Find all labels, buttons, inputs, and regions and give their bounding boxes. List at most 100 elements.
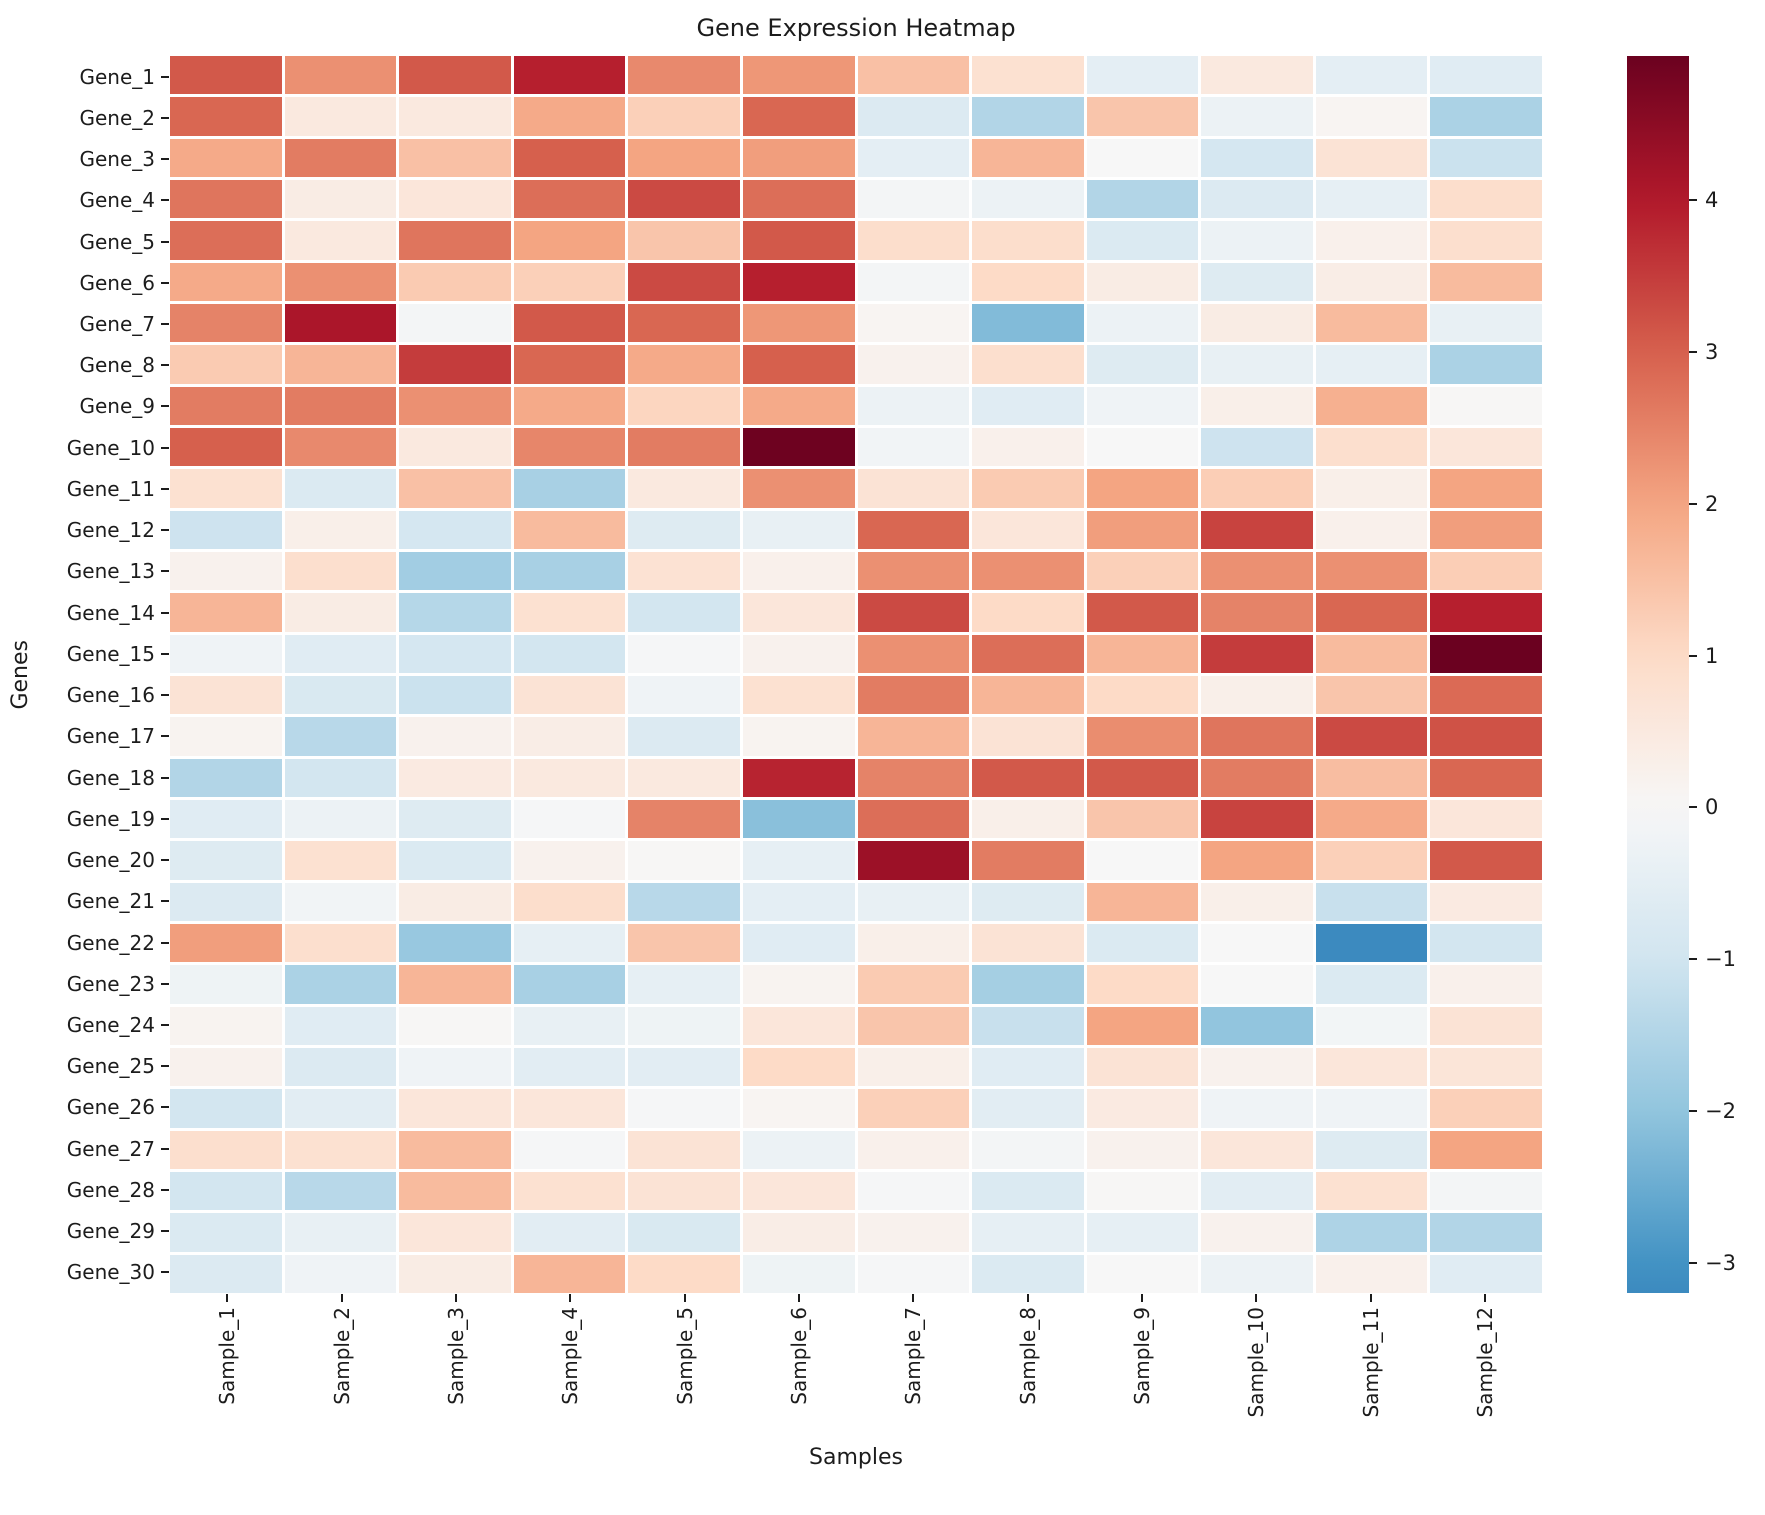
heatmap-cell — [513, 675, 626, 715]
heatmap-cell — [972, 427, 1084, 467]
y-tick-label: Gene_8 — [79, 353, 155, 378]
x-tick-mark — [1483, 1294, 1486, 1302]
heatmap-cell — [1086, 427, 1199, 467]
heatmap-cell — [399, 799, 511, 839]
heatmap-cell — [284, 345, 397, 384]
y-tick-mark — [161, 570, 169, 573]
y-tick-mark — [161, 652, 169, 655]
y-tick-label: Gene_6 — [79, 270, 155, 295]
heatmap-cell — [284, 1089, 397, 1128]
heatmap-cell — [742, 923, 855, 963]
y-tick-mark — [161, 735, 169, 738]
heatmap-cell — [1086, 675, 1199, 715]
colorbar-tick-label: 3 — [1705, 339, 1719, 364]
heatmap-cell — [742, 1089, 855, 1128]
heatmap-cell — [284, 386, 397, 425]
y-tick-label: Gene_26 — [66, 1095, 155, 1120]
heatmap-cell — [628, 221, 740, 260]
y-tick-label: Gene_7 — [79, 312, 155, 337]
heatmap-cell — [972, 551, 1084, 591]
heatmap-cell — [628, 1171, 740, 1211]
heatmap-cell — [972, 1006, 1084, 1045]
colorbar-tick-mark — [1689, 199, 1697, 202]
y-tick-mark — [161, 941, 169, 944]
y-tick-mark — [161, 817, 169, 820]
y-tick-mark — [161, 1230, 169, 1233]
heatmap-cell — [513, 138, 626, 177]
heatmap-cell — [1201, 675, 1313, 715]
x-tick-mark — [1026, 1294, 1029, 1302]
heatmap-cell — [399, 593, 511, 632]
heatmap-cell — [1201, 758, 1313, 797]
heatmap-cell — [399, 56, 511, 95]
y-tick-mark — [161, 75, 169, 78]
heatmap-cell — [1430, 303, 1542, 343]
heatmap-cell — [170, 758, 282, 797]
heatmap-cell — [1086, 1130, 1199, 1169]
heatmap-cell — [1430, 923, 1542, 963]
y-tick-label: Gene_27 — [66, 1136, 155, 1161]
heatmap-cell — [1201, 965, 1313, 1004]
heatmap-cell — [1430, 345, 1542, 384]
heatmap-cell — [857, 1006, 970, 1045]
y-tick-label: Gene_11 — [66, 476, 155, 501]
heatmap-cell — [399, 923, 511, 963]
x-tick-label: Sample_4 — [558, 1307, 583, 1405]
heatmap-cell — [742, 469, 855, 508]
heatmap-cell — [170, 1047, 282, 1087]
colorbar-tick-mark — [1689, 502, 1697, 505]
heatmap-cell — [1086, 303, 1199, 343]
heatmap-cell — [1430, 758, 1542, 797]
y-tick-label: Gene_21 — [66, 889, 155, 914]
heatmap-cell — [1430, 1006, 1542, 1045]
heatmap-cell — [1315, 841, 1428, 880]
heatmap-cell — [284, 965, 397, 1004]
heatmap-cell — [628, 510, 740, 549]
heatmap-cell — [972, 799, 1084, 839]
heatmap-cell — [399, 97, 511, 136]
heatmap-cell — [1430, 221, 1542, 260]
heatmap-cell — [1201, 799, 1313, 839]
colorbar-tick-label: 4 — [1705, 188, 1719, 213]
heatmap-cell — [742, 386, 855, 425]
heatmap-cell — [1315, 675, 1428, 715]
heatmap-cell — [170, 717, 282, 756]
heatmap-cell — [1430, 510, 1542, 549]
heatmap-cell — [742, 345, 855, 384]
heatmap-cell — [1430, 179, 1542, 219]
x-tick-label: Sample_1 — [215, 1307, 240, 1405]
y-tick-label: Gene_29 — [66, 1219, 155, 1244]
heatmap-cell — [399, 717, 511, 756]
heatmap-cell — [857, 1130, 970, 1169]
heatmap-cell — [1315, 717, 1428, 756]
heatmap-cell — [513, 634, 626, 673]
heatmap-cell — [628, 138, 740, 177]
heatmap-cell — [628, 303, 740, 343]
heatmap-cell — [857, 386, 970, 425]
heatmap-cell — [742, 221, 855, 260]
heatmap-cell — [284, 56, 397, 95]
colorbar-tick-label: 1 — [1705, 643, 1719, 668]
heatmap-cell — [1315, 345, 1428, 384]
heatmap-cell — [1201, 1089, 1313, 1128]
colorbar-tick-mark — [1689, 958, 1697, 961]
heatmap-cell — [857, 675, 970, 715]
heatmap-cell — [742, 634, 855, 673]
y-tick-mark — [161, 1023, 169, 1026]
heatmap-cell — [972, 882, 1084, 921]
heatmap-cell — [1315, 799, 1428, 839]
heatmap-cell — [513, 1089, 626, 1128]
heatmap-cell — [1315, 427, 1428, 467]
heatmap-cell — [628, 799, 740, 839]
heatmap-cell — [628, 179, 740, 219]
heatmap-cell — [170, 551, 282, 591]
heatmap-cell — [1201, 97, 1313, 136]
heatmap-cell — [284, 179, 397, 219]
y-tick-label: Gene_16 — [66, 683, 155, 708]
y-tick-mark — [161, 158, 169, 161]
x-tick-label: Sample_5 — [672, 1307, 697, 1405]
heatmap-cell — [513, 1213, 626, 1252]
heatmap-cell — [628, 593, 740, 632]
heatmap-cell — [972, 1213, 1084, 1252]
heatmap-cell — [742, 717, 855, 756]
